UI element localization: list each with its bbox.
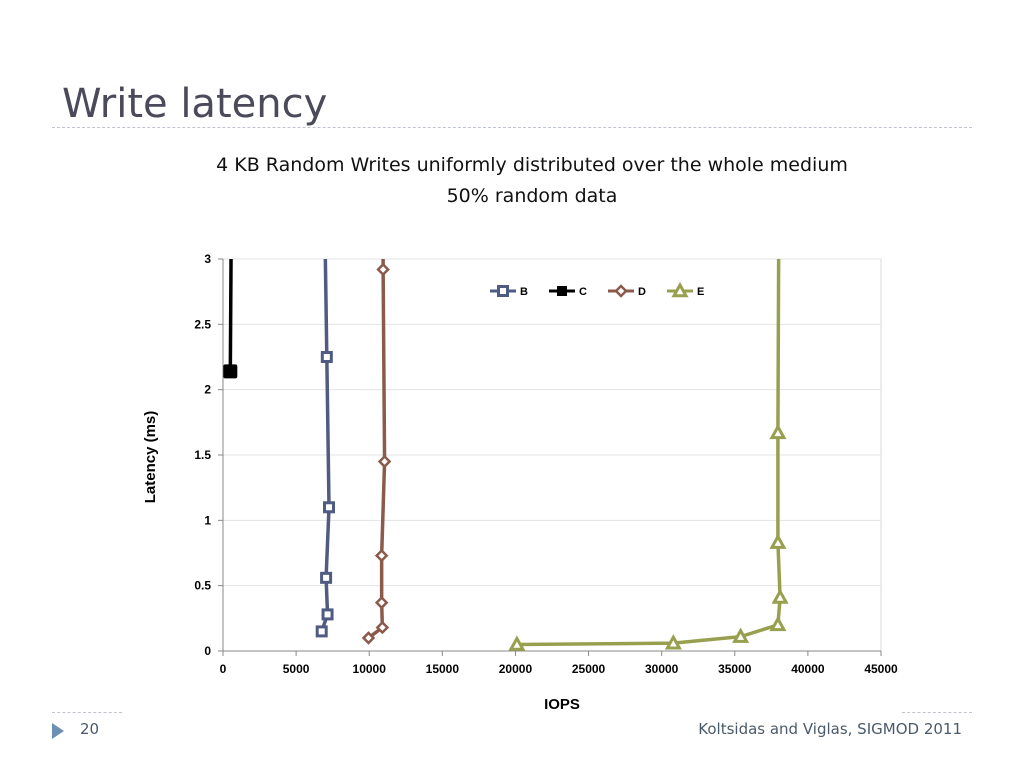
series-line-e — [516, 258, 782, 647]
legend-label: E — [697, 286, 704, 298]
y-tick-label: 2.5 — [194, 317, 211, 331]
data-point-d — [376, 262, 390, 277]
y-tick-label: 3 — [204, 252, 211, 266]
x-tick-label: 35000 — [718, 662, 752, 676]
legend-label: B — [520, 286, 528, 298]
x-tick-label: 10000 — [353, 662, 387, 676]
footer-credit: Koltsidas and Viglas, SIGMOD 2011 — [698, 720, 962, 738]
data-point-e — [664, 634, 682, 650]
x-tick-label: 15000 — [426, 662, 460, 676]
slide-title: Write latency — [62, 81, 328, 127]
data-point-d — [375, 620, 390, 635]
chart-title-line-2: 50% random data — [446, 185, 618, 207]
x-tick-label: 20000 — [499, 662, 533, 676]
x-axis-title: IOPS — [544, 696, 580, 713]
x-tick-label: 30000 — [645, 662, 679, 676]
data-point-c — [223, 364, 238, 379]
data-point-e — [769, 423, 787, 440]
data-point-e — [771, 588, 789, 604]
x-tick-label: 25000 — [572, 662, 606, 676]
x-tick-label: 0 — [220, 662, 227, 676]
series-line-d — [367, 259, 387, 640]
footer-divider-right — [902, 712, 972, 713]
data-point-b — [315, 625, 328, 638]
legend-label: C — [579, 286, 587, 298]
legend-marker — [614, 284, 628, 298]
chart-title-line-1: 4 KB Random Writes uniformly distributed… — [216, 154, 848, 176]
y-tick-label: 0 — [204, 644, 211, 658]
y-tick-label: 0.5 — [194, 579, 211, 593]
page-number: 20 — [80, 720, 100, 738]
play-triangle-icon — [52, 723, 64, 739]
data-point-b — [323, 501, 336, 514]
data-point-d — [374, 548, 389, 563]
legend-marker — [557, 286, 567, 296]
data-point-e — [769, 615, 787, 632]
data-point-b — [321, 608, 334, 621]
y-tick-label: 2 — [204, 383, 211, 397]
legend-marker — [497, 285, 509, 297]
y-tick-label: 1.5 — [194, 448, 211, 462]
data-point-b — [320, 571, 333, 584]
data-point-d — [377, 454, 392, 469]
x-tick-label: 5000 — [283, 662, 310, 676]
data-point-d — [374, 595, 389, 610]
legend-marker — [671, 281, 689, 298]
footer-divider-left — [52, 712, 122, 713]
data-point-e — [769, 533, 787, 549]
data-point-e — [732, 627, 750, 643]
data-point-e — [508, 635, 526, 651]
series-line-c — [228, 258, 233, 372]
x-tick-label: 45000 — [864, 662, 898, 676]
y-axis-title: Latency (ms) — [142, 411, 159, 504]
title-divider — [52, 127, 972, 128]
y-tick-label: 1 — [204, 513, 211, 527]
x-tick-label: 40000 — [791, 662, 825, 676]
data-point-d — [361, 631, 376, 645]
legend-label: D — [638, 286, 646, 298]
data-point-b — [320, 351, 333, 363]
